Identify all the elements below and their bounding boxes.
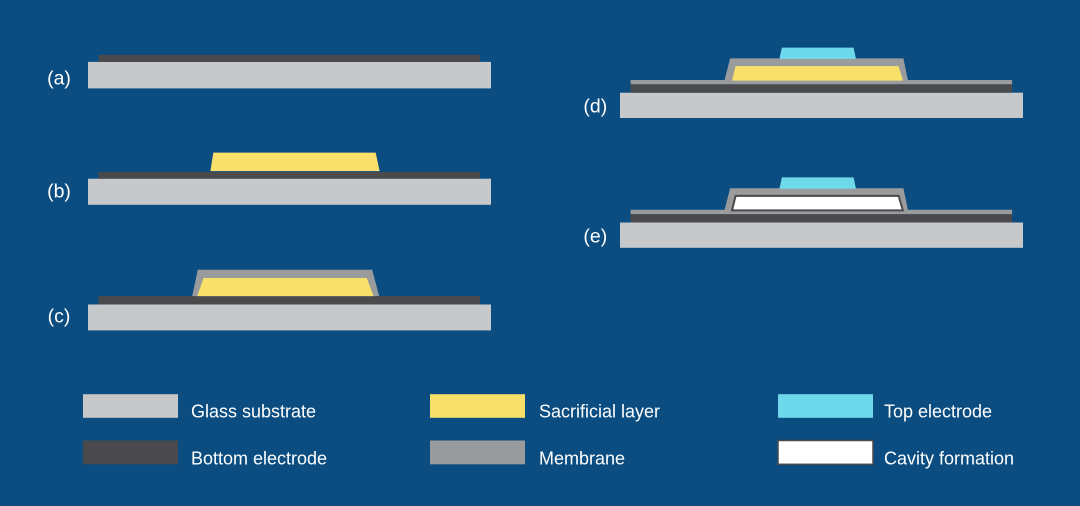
svg-text:(c): (c) xyxy=(48,305,71,327)
svg-text:Glass substrate: Glass substrate xyxy=(191,402,316,422)
svg-text:(d): (d) xyxy=(583,95,607,117)
svg-text:Top electrode: Top electrode xyxy=(884,402,992,422)
svg-text:Bottom electrode: Bottom electrode xyxy=(191,449,327,469)
svg-text:(e): (e) xyxy=(583,225,607,247)
svg-text:Sacrificial layer: Sacrificial layer xyxy=(539,402,660,422)
svg-text:Cavity formation: Cavity formation xyxy=(884,449,1014,469)
svg-text:(b): (b) xyxy=(47,180,71,202)
svg-text:Membrane: Membrane xyxy=(539,449,625,469)
svg-text:(a): (a) xyxy=(47,68,71,90)
